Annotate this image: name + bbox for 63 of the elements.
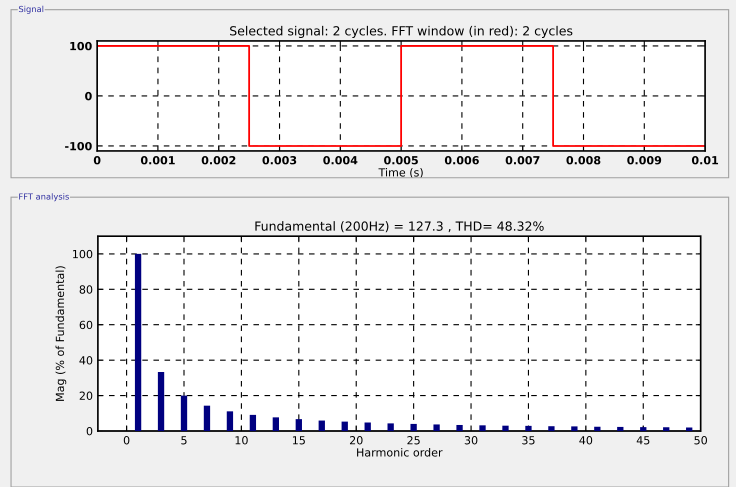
x-tick-label: 0.007	[506, 156, 540, 164]
x-tick-label: 0.005	[384, 156, 418, 164]
y-tick-label: 100	[70, 42, 92, 50]
bar	[180, 396, 188, 431]
chart-title: Fundamental (200Hz) = 127.3 , THD= 48.32%	[255, 221, 544, 232]
y-tick-label: 80	[80, 285, 92, 294]
text: FFT analysis	[19, 193, 69, 202]
bar	[158, 372, 164, 431]
bar	[640, 427, 646, 431]
x-tick-label: 50	[694, 436, 708, 444]
x-tick-label: 45	[636, 436, 650, 444]
bar	[388, 423, 394, 431]
x-tick-label: 15	[292, 436, 305, 444]
bar	[502, 426, 509, 431]
bar	[433, 424, 440, 431]
bar	[134, 254, 142, 431]
x-tick-label: 40	[579, 436, 592, 444]
bar	[250, 414, 256, 431]
x-tick-label: 30	[464, 436, 478, 444]
y-tick-label: -100	[65, 142, 92, 150]
x-tick-label: 0	[124, 436, 130, 444]
bar	[272, 417, 280, 431]
chart-title: Selected signal: 2 cycles. FFT window (in red): 2 cycles	[230, 26, 572, 38]
x-tick-label: 0.01	[692, 156, 718, 164]
x-tick-label: 0.008	[566, 156, 600, 164]
x-tick-label: 0.006	[444, 156, 479, 164]
bar	[456, 424, 463, 431]
y-axis-title: Mag (% of Fundamental)	[56, 266, 66, 401]
y-tick-label: 0	[86, 426, 92, 436]
x-tick-label: 5	[181, 436, 187, 444]
y-tick-label: 60	[80, 320, 92, 330]
x-tick-label: 0.003	[262, 156, 296, 164]
bar	[571, 426, 578, 431]
x-tick-label: 25	[407, 436, 420, 444]
text: Signal	[18, 6, 44, 14]
x-tick-label: 35	[522, 436, 535, 444]
bar	[318, 420, 325, 431]
bar	[663, 427, 670, 431]
x-tick-label: 0.001	[140, 156, 175, 164]
bar	[548, 426, 555, 431]
bar	[226, 411, 234, 431]
x-axis-title: Harmonic order	[357, 448, 443, 457]
bar	[296, 419, 302, 431]
x-tick-label: 0	[94, 156, 100, 164]
x-tick-label: 0.002	[202, 156, 236, 164]
bar	[364, 422, 371, 431]
y-tick-label: 20	[80, 392, 92, 400]
x-tick-label: 10	[236, 436, 248, 444]
bar	[594, 426, 600, 431]
y-tick-label: 40	[79, 356, 92, 365]
y-tick-label: 100	[73, 250, 92, 258]
bar	[617, 426, 624, 431]
x-axis-title: Time (s)	[378, 168, 423, 178]
bar	[479, 425, 486, 431]
x-tick-label: 20	[350, 436, 363, 444]
bar	[525, 426, 532, 431]
y-tick-label: 0	[85, 92, 92, 100]
bar	[204, 406, 210, 431]
x-tick-label: 0.004	[323, 156, 358, 164]
bar	[686, 427, 692, 431]
bar	[410, 424, 417, 431]
bar	[342, 422, 348, 431]
x-tick-label: 0.009	[627, 156, 662, 164]
